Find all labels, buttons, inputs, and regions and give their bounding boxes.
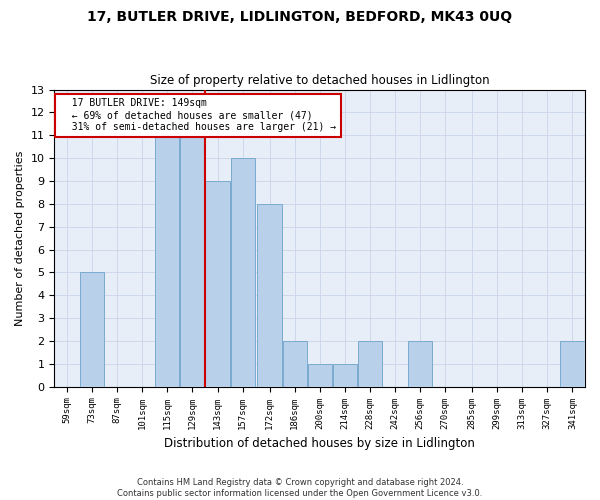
Bar xyxy=(283,341,307,386)
Bar xyxy=(560,341,584,386)
Bar xyxy=(332,364,357,386)
Bar xyxy=(80,272,104,386)
Bar xyxy=(408,341,432,386)
Y-axis label: Number of detached properties: Number of detached properties xyxy=(15,150,25,326)
Bar xyxy=(358,341,382,386)
Bar xyxy=(257,204,281,386)
Text: Contains HM Land Registry data © Crown copyright and database right 2024.
Contai: Contains HM Land Registry data © Crown c… xyxy=(118,478,482,498)
Bar xyxy=(308,364,332,386)
Title: Size of property relative to detached houses in Lidlington: Size of property relative to detached ho… xyxy=(150,74,490,87)
Bar xyxy=(181,112,205,386)
X-axis label: Distribution of detached houses by size in Lidlington: Distribution of detached houses by size … xyxy=(164,437,475,450)
Text: 17, BUTLER DRIVE, LIDLINGTON, BEDFORD, MK43 0UQ: 17, BUTLER DRIVE, LIDLINGTON, BEDFORD, M… xyxy=(88,10,512,24)
Bar xyxy=(155,112,179,386)
Bar xyxy=(205,181,230,386)
Text: 17 BUTLER DRIVE: 149sqm
  ← 69% of detached houses are smaller (47)
  31% of sem: 17 BUTLER DRIVE: 149sqm ← 69% of detache… xyxy=(60,98,336,132)
Bar xyxy=(230,158,255,386)
